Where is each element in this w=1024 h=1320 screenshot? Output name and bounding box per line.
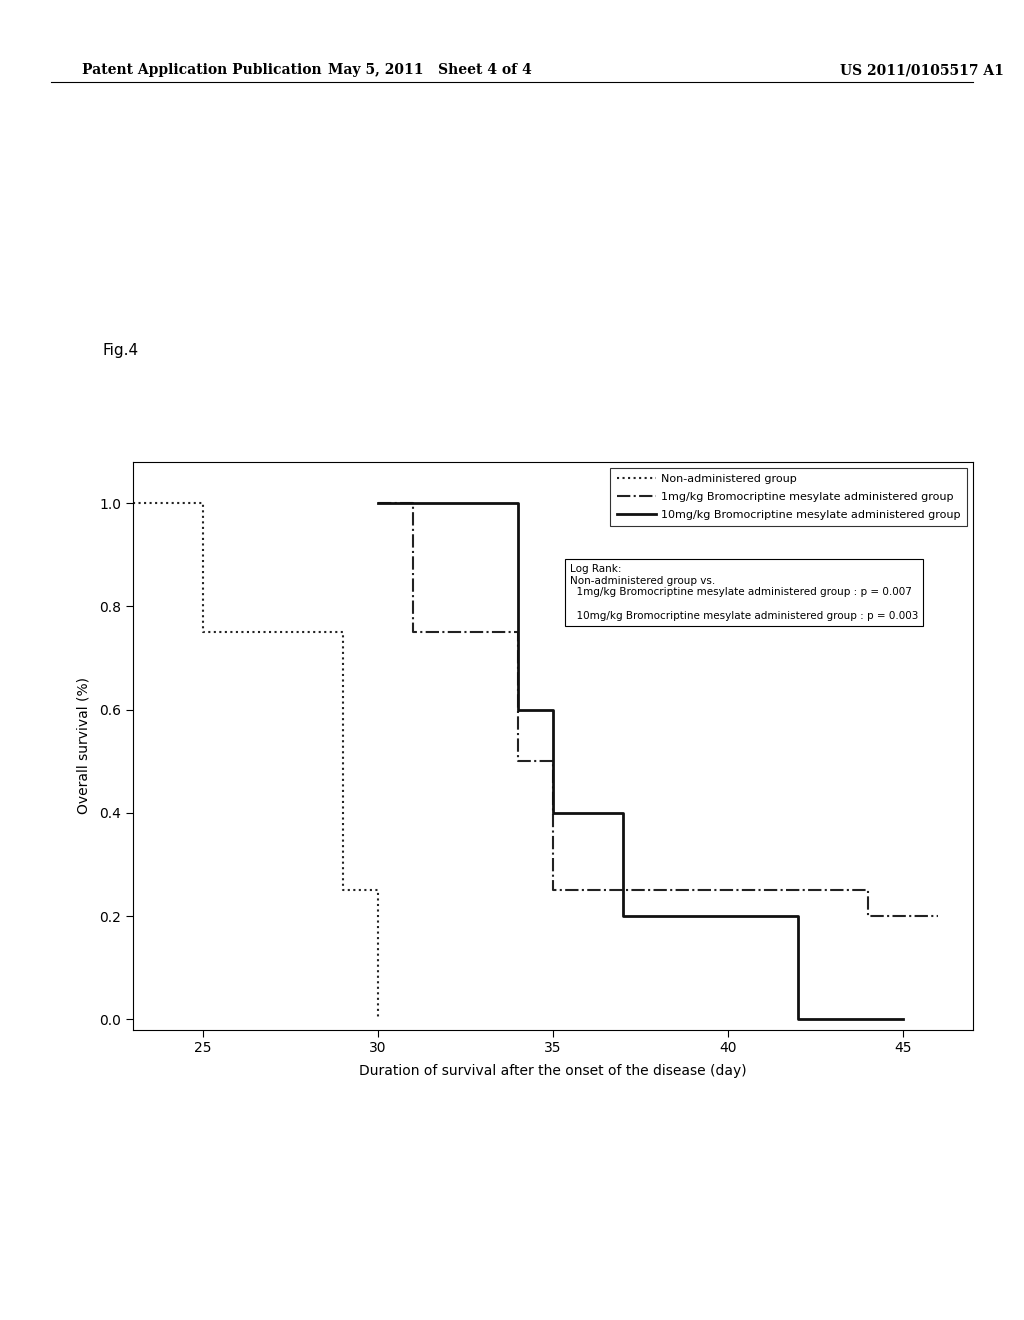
X-axis label: Duration of survival after the onset of the disease (day): Duration of survival after the onset of … — [359, 1064, 746, 1077]
1mg/kg Bromocriptine mesylate administered group — [861, 882, 873, 898]
10mg/kg Bromocriptine mesylate administered group — [792, 1011, 804, 1027]
1mg/kg Bromocriptine mesylate administered group — [861, 908, 873, 924]
Non-administered group — [197, 624, 209, 640]
10mg/kg Bromocriptine mesylate administered group — [897, 1011, 909, 1027]
Non-administered group — [337, 624, 349, 640]
Non-administered group — [337, 882, 349, 898]
10mg/kg Bromocriptine mesylate administered group — [512, 495, 524, 511]
Text: Patent Application Publication: Patent Application Publication — [82, 63, 322, 78]
Y-axis label: Overall survival (%): Overall survival (%) — [77, 677, 91, 814]
10mg/kg Bromocriptine mesylate administered group — [616, 908, 629, 924]
1mg/kg Bromocriptine mesylate administered group — [547, 754, 559, 770]
Text: Log Rank:
Non-administered group vs.
  1mg/kg Bromocriptine mesylate administere: Log Rank: Non-administered group vs. 1mg… — [569, 564, 919, 620]
1mg/kg Bromocriptine mesylate administered group — [407, 495, 419, 511]
Non-administered group — [372, 1011, 384, 1027]
Non-administered group — [197, 495, 209, 511]
1mg/kg Bromocriptine mesylate administered group — [512, 754, 524, 770]
1mg/kg Bromocriptine mesylate administered group — [407, 624, 419, 640]
Line: 10mg/kg Bromocriptine mesylate administered group: 10mg/kg Bromocriptine mesylate administe… — [378, 503, 903, 1019]
Non-administered group — [372, 882, 384, 898]
10mg/kg Bromocriptine mesylate administered group — [616, 805, 629, 821]
10mg/kg Bromocriptine mesylate administered group — [512, 702, 524, 718]
1mg/kg Bromocriptine mesylate administered group — [512, 624, 524, 640]
1mg/kg Bromocriptine mesylate administered group — [722, 882, 734, 898]
Text: May 5, 2011   Sheet 4 of 4: May 5, 2011 Sheet 4 of 4 — [329, 63, 531, 78]
Line: Non-administered group: Non-administered group — [133, 503, 378, 1019]
Non-administered group — [127, 495, 139, 511]
1mg/kg Bromocriptine mesylate administered group — [722, 882, 734, 898]
1mg/kg Bromocriptine mesylate administered group — [547, 882, 559, 898]
1mg/kg Bromocriptine mesylate administered group — [932, 908, 944, 924]
10mg/kg Bromocriptine mesylate administered group — [792, 908, 804, 924]
Text: Fig.4: Fig.4 — [102, 343, 138, 358]
Text: US 2011/0105517 A1: US 2011/0105517 A1 — [840, 63, 1004, 78]
1mg/kg Bromocriptine mesylate administered group — [372, 495, 384, 511]
Legend: Non-administered group, 1mg/kg Bromocriptine mesylate administered group, 10mg/k: Non-administered group, 1mg/kg Bromocrip… — [610, 467, 968, 527]
10mg/kg Bromocriptine mesylate administered group — [372, 495, 384, 511]
10mg/kg Bromocriptine mesylate administered group — [547, 805, 559, 821]
10mg/kg Bromocriptine mesylate administered group — [897, 1011, 909, 1027]
Line: 1mg/kg Bromocriptine mesylate administered group: 1mg/kg Bromocriptine mesylate administer… — [378, 503, 938, 916]
10mg/kg Bromocriptine mesylate administered group — [547, 702, 559, 718]
